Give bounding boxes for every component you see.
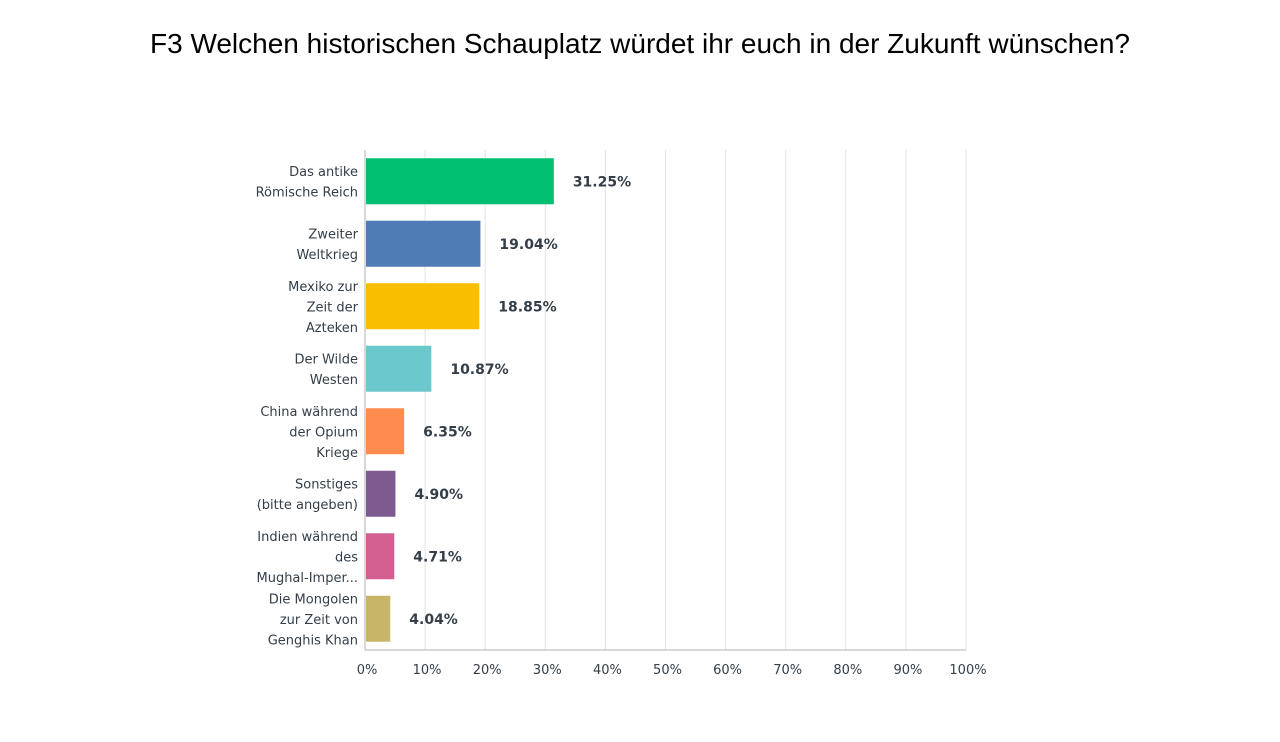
bar <box>366 533 395 580</box>
x-tick-label: 40% <box>593 663 622 678</box>
value-label: 18.85% <box>498 299 556 315</box>
bar <box>366 595 391 642</box>
category-label: Indien während des Mughal-Imper... <box>256 530 358 586</box>
value-label: 10.87% <box>450 362 508 378</box>
category-label: Der Wilde Westen <box>294 353 358 389</box>
chart-title: F3 Welchen historischen Schauplatz würde… <box>149 28 1130 59</box>
value-label: 6.35% <box>423 424 472 440</box>
value-label: 4.04% <box>409 612 458 628</box>
value-label: 4.90% <box>414 487 463 503</box>
category-label: Die Mongolen zur Zeit von Genghis Khan <box>268 592 358 648</box>
x-tick-label: 10% <box>413 663 442 678</box>
x-tick-label: 80% <box>833 663 862 678</box>
bar <box>366 220 481 267</box>
value-label: 4.71% <box>413 549 462 565</box>
category-label: Das antike Römische Reich <box>256 165 358 201</box>
bar <box>366 408 405 455</box>
x-tick-label: 90% <box>893 663 922 678</box>
bar <box>366 283 480 330</box>
category-label: Sonstiges (bitte angeben) <box>257 478 359 514</box>
bar <box>366 158 554 205</box>
x-tick-label: 0% <box>357 663 378 678</box>
x-tick-label: 70% <box>773 663 802 678</box>
x-tick-label: 50% <box>653 663 682 678</box>
value-label: 31.25% <box>573 174 631 190</box>
x-tick-label: 100% <box>949 663 986 678</box>
bar <box>366 470 396 517</box>
category-label: Mexiko zur Zeit der Azteken <box>288 280 359 336</box>
bar <box>366 345 432 392</box>
category-label: China während der Opium Kriege <box>260 405 358 461</box>
x-tick-label: 30% <box>533 663 562 678</box>
x-tick-label: 60% <box>713 663 742 678</box>
value-label: 19.04% <box>499 237 557 253</box>
x-tick-label: 20% <box>473 663 502 678</box>
category-label: Zweiter Weltkrieg <box>296 228 358 264</box>
